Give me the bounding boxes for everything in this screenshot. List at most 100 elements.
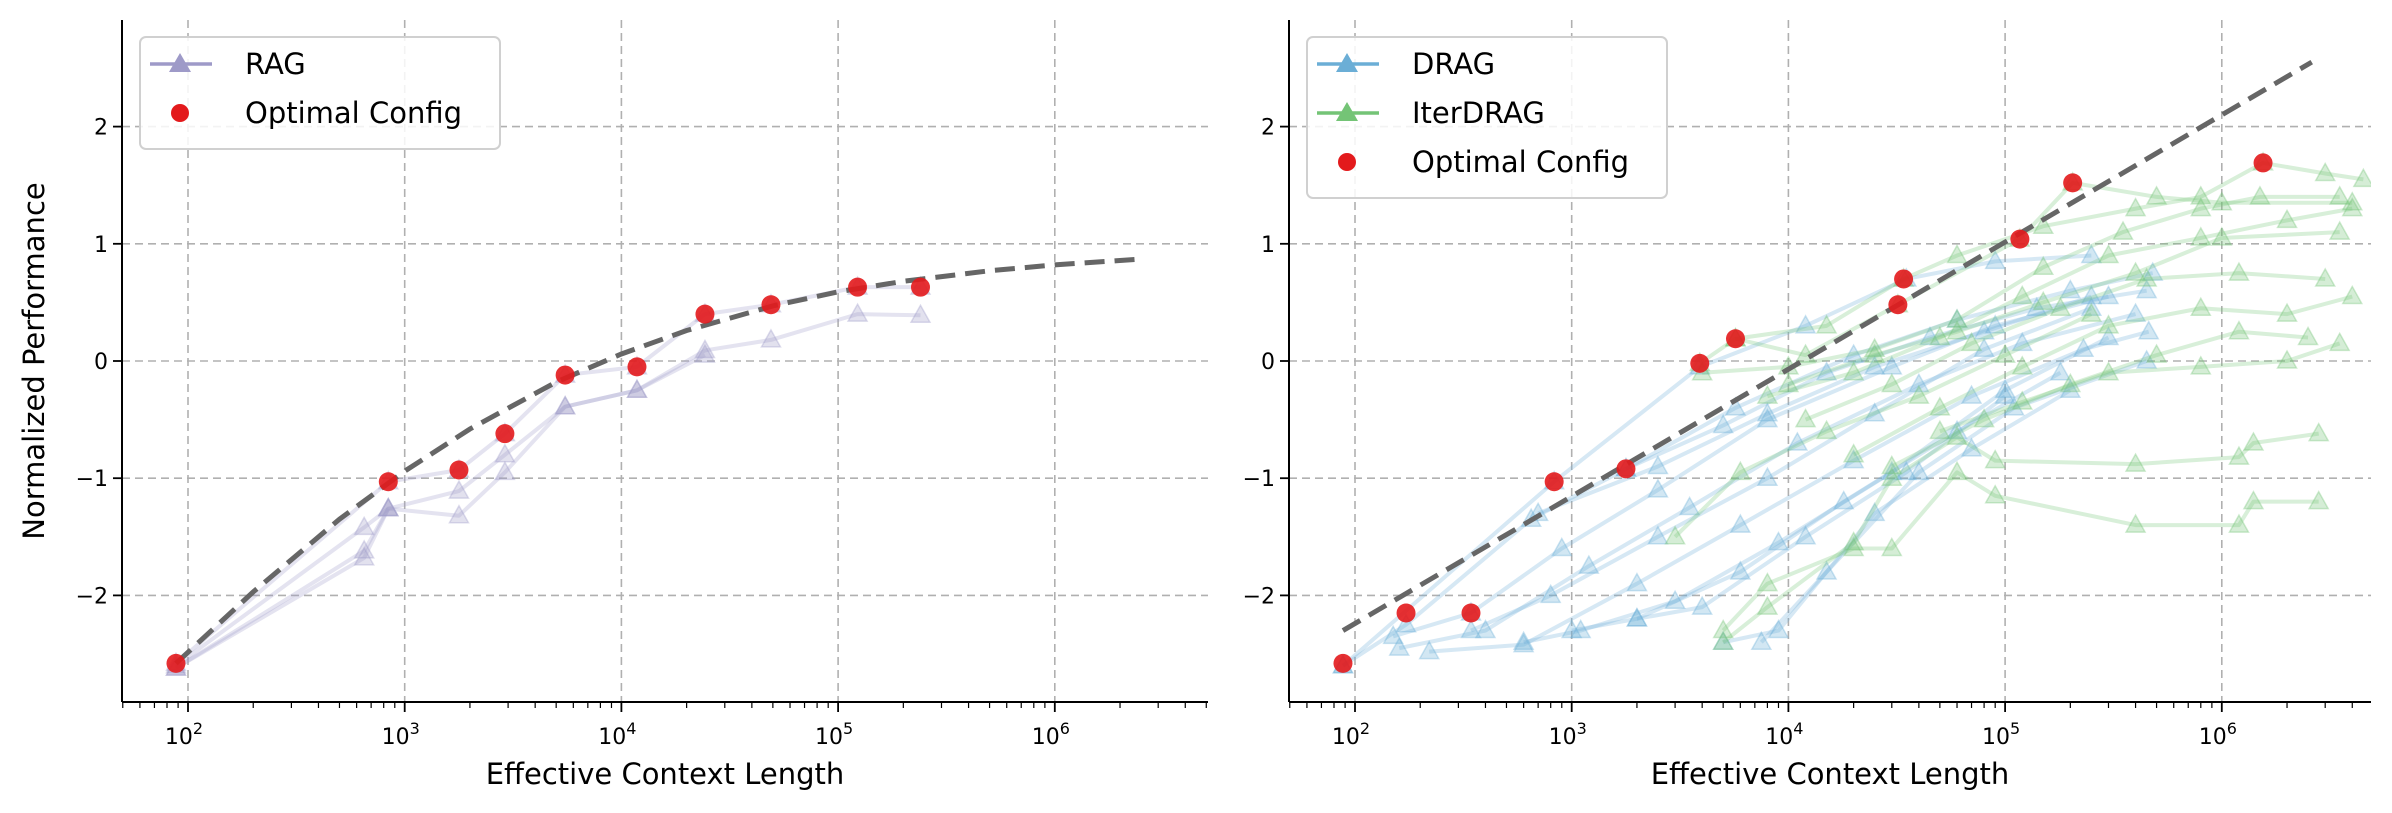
triangle-marker-rag xyxy=(494,443,516,463)
y-tick-label: 2 xyxy=(94,116,108,141)
triangle-marker-iterdrag xyxy=(2059,372,2082,393)
triangle-marker-iterdrag xyxy=(2032,214,2055,234)
x-tick-label: 104 xyxy=(1765,719,1803,750)
triangle-marker-iterdrag xyxy=(1863,343,1886,363)
series-line-drag xyxy=(1470,306,2093,633)
triangle-marker-iterdrag xyxy=(2276,208,2298,229)
series-line-iterdrag xyxy=(1702,194,2340,375)
triangle-marker-drag xyxy=(1960,384,1983,404)
triangle-marker-iterdrag xyxy=(2307,422,2330,442)
triangle-marker-rag xyxy=(846,302,869,322)
triangle-marker-drag xyxy=(2137,320,2160,340)
grid xyxy=(122,20,1208,702)
triangle-marker-drag xyxy=(1756,402,1779,422)
y-tick-label: 1 xyxy=(94,233,108,258)
triangle-marker-iterdrag xyxy=(2341,191,2364,211)
triangle-marker-iterdrag xyxy=(2145,185,2168,205)
series-line-rag xyxy=(174,312,921,668)
triangle-marker-iterdrag xyxy=(2097,314,2120,334)
triangle-marker-drag xyxy=(1863,501,1886,522)
legend-dot-icon xyxy=(1338,153,1356,171)
optimal-config-point xyxy=(2253,153,2273,173)
triangle-marker-drag xyxy=(1691,595,1713,615)
triangle-marker-iterdrag xyxy=(2297,326,2319,346)
optimal-config-point xyxy=(2010,229,2030,249)
x-tick-exponent: 5 xyxy=(843,719,853,738)
x-tick-label: 106 xyxy=(1032,719,1070,750)
triangle-marker-iterdrag xyxy=(1712,630,1734,651)
series-line-drag xyxy=(1636,394,2007,621)
triangle-marker-rag xyxy=(694,343,716,363)
triangle-marker-drag xyxy=(1786,431,1809,451)
optimal-config-point xyxy=(449,460,469,480)
legend-label: RAG xyxy=(245,47,306,81)
triangle-marker-iterdrag xyxy=(1815,419,1838,440)
x-tick-base: 10 xyxy=(1032,725,1060,750)
triangle-marker-rag xyxy=(448,479,470,499)
triangle-marker-drag xyxy=(1460,619,1482,639)
grid xyxy=(1289,20,2371,702)
triangle-marker-drag xyxy=(1815,361,1838,381)
triangle-marker-drag xyxy=(1881,460,1903,481)
triangle-marker-rag xyxy=(377,497,400,517)
triangle-marker-iterdrag xyxy=(1842,531,1865,551)
series-line-iterdrag xyxy=(1766,206,2353,399)
y-tick-label: 0 xyxy=(94,350,108,375)
optimal-config-point xyxy=(695,304,715,324)
triangle-marker-iterdrag xyxy=(1973,408,1995,428)
x-tick-label: 105 xyxy=(815,719,853,750)
y-axis-label: Normalized Performance xyxy=(17,182,51,539)
triangle-marker-iterdrag xyxy=(2097,361,2120,381)
optimal-config-point xyxy=(1690,353,1710,373)
legend-label: DRAG xyxy=(1412,47,1495,81)
triangle-marker-iterdrag xyxy=(1756,595,1779,615)
triangle-marker-iterdrag xyxy=(1756,384,1779,404)
series-line-drag xyxy=(1523,335,2110,645)
triangle-marker-drag xyxy=(1994,384,2016,404)
optimal-config-point xyxy=(1616,459,1636,479)
triangle-marker-drag xyxy=(1626,607,1648,627)
triangle-marker-iterdrag xyxy=(2124,513,2147,533)
triangle-marker-drag xyxy=(1560,619,1583,639)
series-line-drag xyxy=(1722,388,2072,645)
triangle-marker-iterdrag xyxy=(1908,384,1930,404)
series-line-iterdrag xyxy=(1735,160,2364,341)
x-tick-exponent: 6 xyxy=(2227,719,2237,738)
series-line-drag xyxy=(1625,288,2147,471)
triangle-marker-iterdrag xyxy=(1994,343,2016,363)
triangle-marker-rag xyxy=(353,546,375,566)
triangle-marker-iterdrag xyxy=(1712,619,1734,639)
triangle-marker-drag xyxy=(2135,279,2158,299)
triangle-marker-iterdrag xyxy=(1984,449,2006,469)
optimal-config-point xyxy=(495,424,515,444)
triangle-marker-iterdrag xyxy=(2011,390,2034,410)
series-line-iterdrag xyxy=(1721,470,2319,632)
legend-label: IterDRAG xyxy=(1412,96,1545,130)
triangle-marker-iterdrag xyxy=(1842,536,1865,557)
legend-box xyxy=(1306,36,1668,199)
triangle-marker-iterdrag xyxy=(2249,185,2271,205)
triangle-marker-iterdrag xyxy=(2112,220,2134,240)
series-line-iterdrag xyxy=(1721,431,2319,644)
triangle-marker-drag xyxy=(1919,326,1941,346)
triangle-marker-drag xyxy=(1569,619,1592,639)
triangle-marker-drag xyxy=(1512,630,1535,651)
triangle-marker-iterdrag xyxy=(2124,261,2147,281)
triangle-marker-iterdrag xyxy=(1842,361,1865,381)
triangle-marker-drag xyxy=(1664,589,1686,610)
x-tick-exponent: 5 xyxy=(2010,719,2020,738)
x-tick-exponent: 4 xyxy=(626,719,636,738)
triangle-marker-drag xyxy=(1842,343,1865,363)
triangle-marker-drag xyxy=(1794,525,1817,545)
x-tick-exponent: 2 xyxy=(1360,719,1370,738)
x-tick-exponent: 3 xyxy=(1577,719,1587,738)
series-line-drag xyxy=(1759,359,2148,644)
series-line-iterdrag xyxy=(1804,271,2326,422)
legend-triangle-icon xyxy=(1336,102,1358,121)
plot-area xyxy=(1332,59,2371,674)
optimal-config-point xyxy=(1461,603,1481,623)
triangle-marker-drag xyxy=(1578,554,1600,574)
optimal-config-point xyxy=(378,472,398,492)
triangle-marker-iterdrag xyxy=(2011,285,2034,305)
